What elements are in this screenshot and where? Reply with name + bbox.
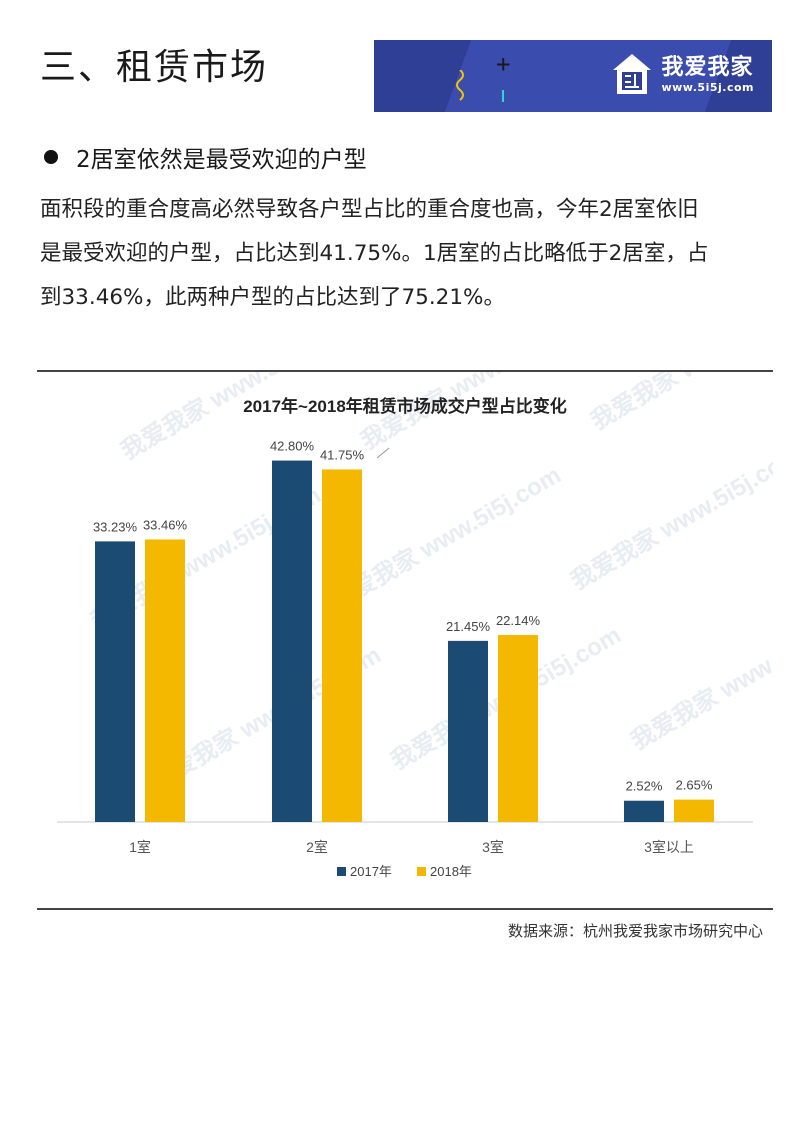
- brand-url: www.5i5j.com: [661, 80, 754, 94]
- bar-2017: [448, 640, 488, 822]
- bar-2018: [145, 539, 185, 822]
- legend-swatch: [417, 867, 426, 876]
- x-tick-label: 3室以上: [644, 839, 694, 855]
- data-label: 33.46%: [143, 517, 188, 532]
- bar-2018: [674, 799, 714, 822]
- legend-swatch: [337, 867, 346, 876]
- chart-bottom-rule: [37, 908, 773, 910]
- bar-2017: [624, 800, 664, 822]
- chart-top-rule: [37, 370, 773, 372]
- paragraph-line: 到33.46%，此两种户型的占比达到了75.21%。: [40, 285, 505, 310]
- watermark-text: 我爱我家 www.5i5j.com: [626, 601, 773, 755]
- chart-container: 我爱我家 www.5i5j.com 我爱我家 www.5i5j.com 我爱我家 w…: [37, 281, 800, 910]
- data-label: 41.75%: [320, 447, 365, 462]
- body-paragraph: 面积段的重合度高必然导致各户型占比的重合度也高，今年2居室依旧 是最受欢迎的户型…: [40, 188, 770, 320]
- brand-logo: 我爱我家 www.5i5j.com: [611, 52, 754, 96]
- data-label: 21.45%: [446, 619, 491, 634]
- data-label: 22.14%: [496, 613, 541, 628]
- bullet-heading-row: 2居室依然是最受欢迎的户型: [40, 140, 367, 174]
- bar-2017: [95, 541, 135, 822]
- legend-label: 2018年: [430, 864, 472, 879]
- paragraph-line: 是最受欢迎的户型，占比达到41.75%。1居室的占比略低于2居室，占: [40, 241, 709, 266]
- data-label: 33.23%: [93, 519, 138, 534]
- source-note: 数据来源：杭州我爱我家市场研究中心: [507, 922, 763, 940]
- bar-2018: [498, 635, 538, 822]
- house-logo-icon: [613, 54, 652, 94]
- x-tick-label: 2室: [306, 839, 328, 855]
- bar-2017: [272, 460, 312, 822]
- paragraph-line: 面积段的重合度高必然导致各户型占比的重合度也高，今年2居室依旧: [40, 197, 699, 222]
- legend-label: 2017年: [350, 864, 392, 879]
- x-tick-label: 1室: [129, 839, 151, 855]
- bullet-icon: [44, 150, 58, 164]
- wave-decoration: [456, 70, 464, 101]
- plus-decoration: +: [496, 50, 511, 78]
- data-label: 42.80%: [270, 439, 315, 454]
- bullet-heading: 2居室依然是最受欢迎的户型: [76, 147, 367, 173]
- line-decoration: [502, 90, 504, 102]
- chart-title: 2017年~2018年租赁市场成交户型占比变化: [243, 396, 567, 416]
- section-title: 三、租赁市场: [40, 47, 269, 88]
- data-label: 2.65%: [676, 778, 713, 793]
- x-tick-label: 3室: [482, 839, 504, 855]
- data-label: 2.52%: [626, 779, 663, 794]
- brand-name: 我爱我家: [661, 54, 754, 80]
- watermark-text: 我爱我家 www.5i5j.com: [566, 441, 773, 595]
- brand-banner: + 我爱我家 www.5i5j.com: [374, 40, 772, 112]
- watermark-text: 我爱我家 www.5i5j.com: [586, 370, 773, 435]
- label-leader-line: [376, 447, 390, 459]
- bar-2018: [322, 469, 362, 822]
